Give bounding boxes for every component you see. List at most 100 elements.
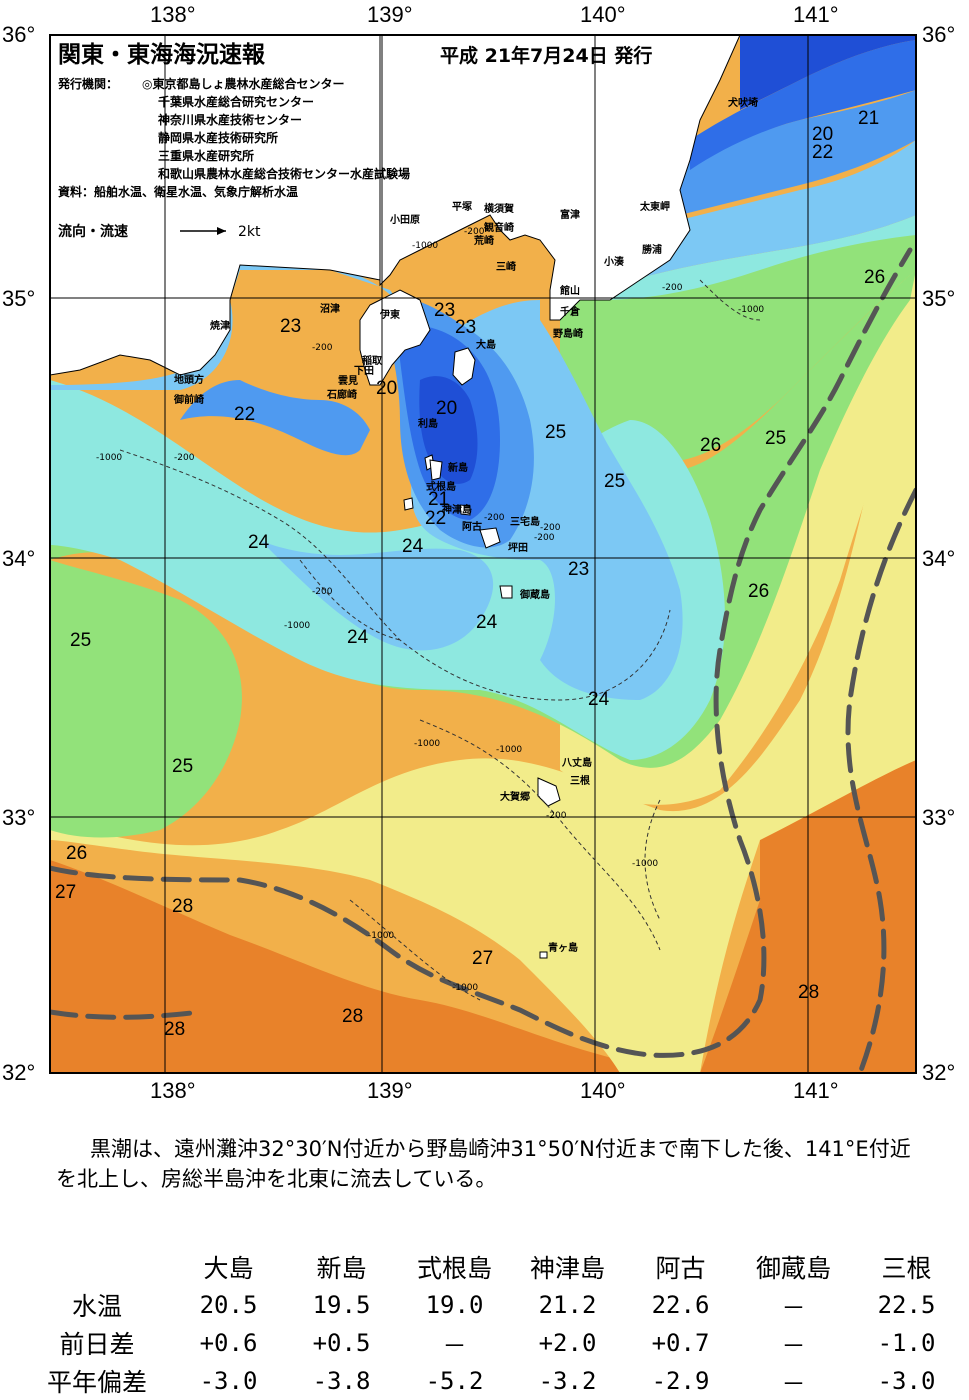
table-header-row: 大島 新島 式根島 神津島 阿古 御蔵島 三根 <box>22 1248 963 1286</box>
isotherm-label: 27 <box>55 882 76 903</box>
table-cell: -3.0 <box>199 1367 258 1395</box>
place-name: 千倉 <box>560 305 581 318</box>
depth-label: -200 <box>312 343 333 353</box>
place-name: 勝浦 <box>642 243 662 256</box>
issue-date: 平成 21年7月24日 発行 <box>440 44 652 67</box>
data-sources: 資料：船舶水温、衛星水温、気象庁解析水温 <box>58 184 298 199</box>
isotherm-label: 22 <box>234 404 255 425</box>
band-20 <box>419 376 478 484</box>
table-cell: -3.8 <box>312 1367 371 1395</box>
place-name: 荒崎 <box>473 234 494 247</box>
lat-tick-left-34: 34° <box>2 546 35 571</box>
place-name: 富津 <box>560 208 580 221</box>
place-name: 稲取 <box>362 354 383 367</box>
lat-tick-left-33: 33° <box>2 805 35 830</box>
isotherm-label: 24 <box>248 532 270 553</box>
station-ako: 阿古 <box>655 1254 706 1283</box>
place-name: 館山 <box>559 284 580 297</box>
observation-table: 大島 新島 式根島 神津島 阿古 御蔵島 三根 水温 20.5 19.5 19.… <box>22 1248 963 1400</box>
lat-tick-right-33: 33° <box>922 805 955 830</box>
isotherm-label: 24 <box>588 689 610 710</box>
map-header: 関東・東海海況速報 平成 21年7月24日 発行 発行機関： ◎東京都島しょ農林… <box>57 41 652 240</box>
table-row: 前日差 +0.6 +0.5 － +2.0 +0.7 － -1.0 <box>22 1324 963 1362</box>
current-legend-label: 流向・流速 <box>58 223 128 240</box>
isotherm-label: 21 <box>428 489 449 510</box>
table-cell: +0.5 <box>312 1329 371 1357</box>
isotherm-label: 27 <box>472 948 493 969</box>
kuroshio-west <box>50 247 913 1058</box>
depth-label: -1000 <box>368 931 394 941</box>
isotherm-label: 20 <box>436 398 457 419</box>
place-name: 犬吠埼 <box>728 96 758 109</box>
place-name: 伊東 <box>379 308 400 321</box>
table-cell: +2.0 <box>538 1329 597 1357</box>
depth-label: -200 <box>312 587 333 597</box>
table-cell: -5.2 <box>425 1367 484 1395</box>
place-name: 式根島 <box>426 480 456 493</box>
place-name: 三宅島 <box>510 515 540 528</box>
lon-tick-bottom-140: 140° <box>580 1078 626 1103</box>
band-23 <box>50 265 683 700</box>
kuroshio-axis <box>50 247 916 1073</box>
sst-map: 138° 139° 140° 141° 138° 139° 140° 141° … <box>2 2 955 1103</box>
depth-label: -200 <box>534 533 555 543</box>
isotherm-label: 24 <box>347 627 369 648</box>
place-name: 三崎 <box>496 260 516 273</box>
row-label-daily-diff: 前日差 <box>59 1330 135 1359</box>
band-26 <box>50 300 916 1073</box>
lon-tick-top-140: 140° <box>580 2 626 27</box>
place-name: 下田 <box>354 365 374 377</box>
table-cell: -3.0 <box>877 1367 936 1395</box>
place-name: 大島 <box>476 338 496 351</box>
isotherm-label: 24 <box>402 536 424 557</box>
place-name: 新島 <box>448 461 468 474</box>
kuroshio-inner <box>50 1009 203 1020</box>
depth-label: -200 <box>662 283 683 293</box>
axis-labels: 138° 139° 140° 141° 138° 139° 140° 141° … <box>2 2 955 1103</box>
depth-label: -200 <box>464 227 485 237</box>
band-20-b <box>740 35 916 110</box>
place-name: 横須賀 <box>484 202 514 215</box>
issuer-4: 静岡県水産技術研究所 <box>158 130 278 145</box>
table-cell: 20.5 <box>199 1291 258 1319</box>
place-name: 雲見 <box>338 375 358 387</box>
lat-tick-left-32: 32° <box>2 1060 35 1085</box>
niijima <box>429 459 443 481</box>
lon-tick-top-138: 138° <box>150 2 196 27</box>
depth-label: -200 <box>540 523 561 533</box>
isotherm-label: 25 <box>172 756 193 777</box>
band-22 <box>180 380 370 456</box>
honshu-west <box>50 35 381 376</box>
miyakejima <box>479 527 501 549</box>
depth-label: -200 <box>546 811 567 821</box>
place-name: 観音崎 <box>484 221 514 234</box>
issuers-label: 発行機関： <box>57 76 118 91</box>
isotherm-label: 26 <box>700 435 721 456</box>
station-mine: 三根 <box>881 1254 932 1283</box>
place-name: 阿古 <box>462 520 482 533</box>
land <box>50 35 741 959</box>
isotherm-label: 20 <box>812 124 833 145</box>
table-cell: 22.6 <box>651 1291 710 1319</box>
isotherm-label: 23 <box>280 316 301 337</box>
issuer-1: ◎東京都島しょ農林水産総合センター <box>142 76 344 91</box>
isotherm-label: 21 <box>858 108 879 129</box>
isotherm-label: 20 <box>376 378 397 399</box>
depth-label: -1000 <box>496 745 522 755</box>
lon-tick-bottom-139: 139° <box>367 1078 413 1103</box>
isotherm-label: 24 <box>476 612 498 633</box>
place-name: 神津島 <box>442 503 472 516</box>
place-name: 平塚 <box>452 200 472 213</box>
issuer-3: 神奈川県水産技術センター <box>158 112 302 127</box>
izu-peninsula <box>359 289 431 386</box>
station-shikinejima: 式根島 <box>416 1254 492 1283</box>
table-cell: +0.6 <box>199 1329 258 1357</box>
lat-tick-left-36: 36° <box>2 22 35 47</box>
isotherm-label: 23 <box>568 559 589 580</box>
temperature-field <box>50 35 916 1073</box>
isotherm-label: 25 <box>765 428 786 449</box>
isotherm-label: 23 <box>434 300 455 321</box>
depth-labels: -1000 -1000 -1000 -1000 -1000 -1000 -1000 -1000… <box>96 227 764 993</box>
band-28-sw <box>50 860 620 1073</box>
